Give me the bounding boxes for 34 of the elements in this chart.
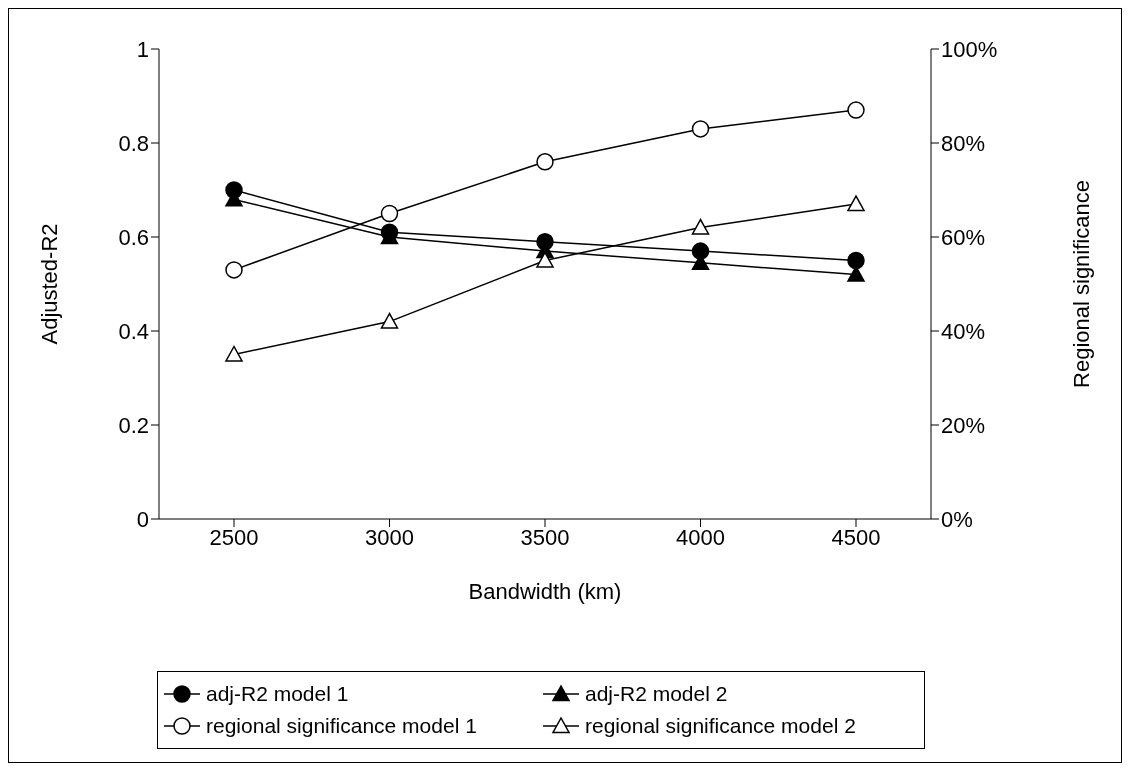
- x-tick-label: 2500: [209, 524, 259, 550]
- x-tick-label: 4500: [831, 524, 881, 550]
- legend-label: adj-R2 model 2: [585, 682, 728, 706]
- y2-axis-title: Regional significance: [1068, 180, 1094, 388]
- y2-tick-label: 40%: [941, 318, 986, 344]
- point: [225, 261, 243, 279]
- y2-tick-label: 100%: [941, 36, 998, 62]
- x-tick-label: 3000: [365, 524, 414, 550]
- y2-tick-label: 20%: [941, 412, 986, 438]
- y-axis-title: Adjusted-R2: [36, 223, 62, 345]
- legend-label: regional significance model 2: [585, 714, 856, 738]
- point: [536, 153, 554, 171]
- y2-tick-label: 60%: [941, 224, 986, 250]
- y2-tick-label: 0%: [941, 506, 973, 532]
- y-tick-label: 0.6: [118, 224, 149, 250]
- y-tick-label: 0.8: [118, 130, 149, 156]
- point: [691, 218, 710, 235]
- point: [380, 204, 399, 223]
- y-tick-label: 0.2: [118, 412, 149, 438]
- y2-tick-label: 80%: [941, 130, 986, 156]
- y-tick-label: 1: [136, 36, 149, 62]
- y-tick-label: 0: [136, 506, 149, 532]
- point: [691, 120, 710, 138]
- point: [225, 345, 243, 362]
- point: [847, 251, 865, 270]
- point: [847, 195, 865, 212]
- x-tick-label: 3500: [520, 524, 570, 550]
- legend-label: adj-R2 model 1: [206, 682, 349, 706]
- point: [847, 101, 865, 119]
- y-tick-label: 0.4: [118, 318, 149, 344]
- legend-label: regional significance model 1: [206, 714, 477, 738]
- x-tick-label: 4000: [676, 524, 725, 550]
- x-axis-title: Bandwidth (km): [468, 579, 622, 604]
- point: [380, 312, 399, 329]
